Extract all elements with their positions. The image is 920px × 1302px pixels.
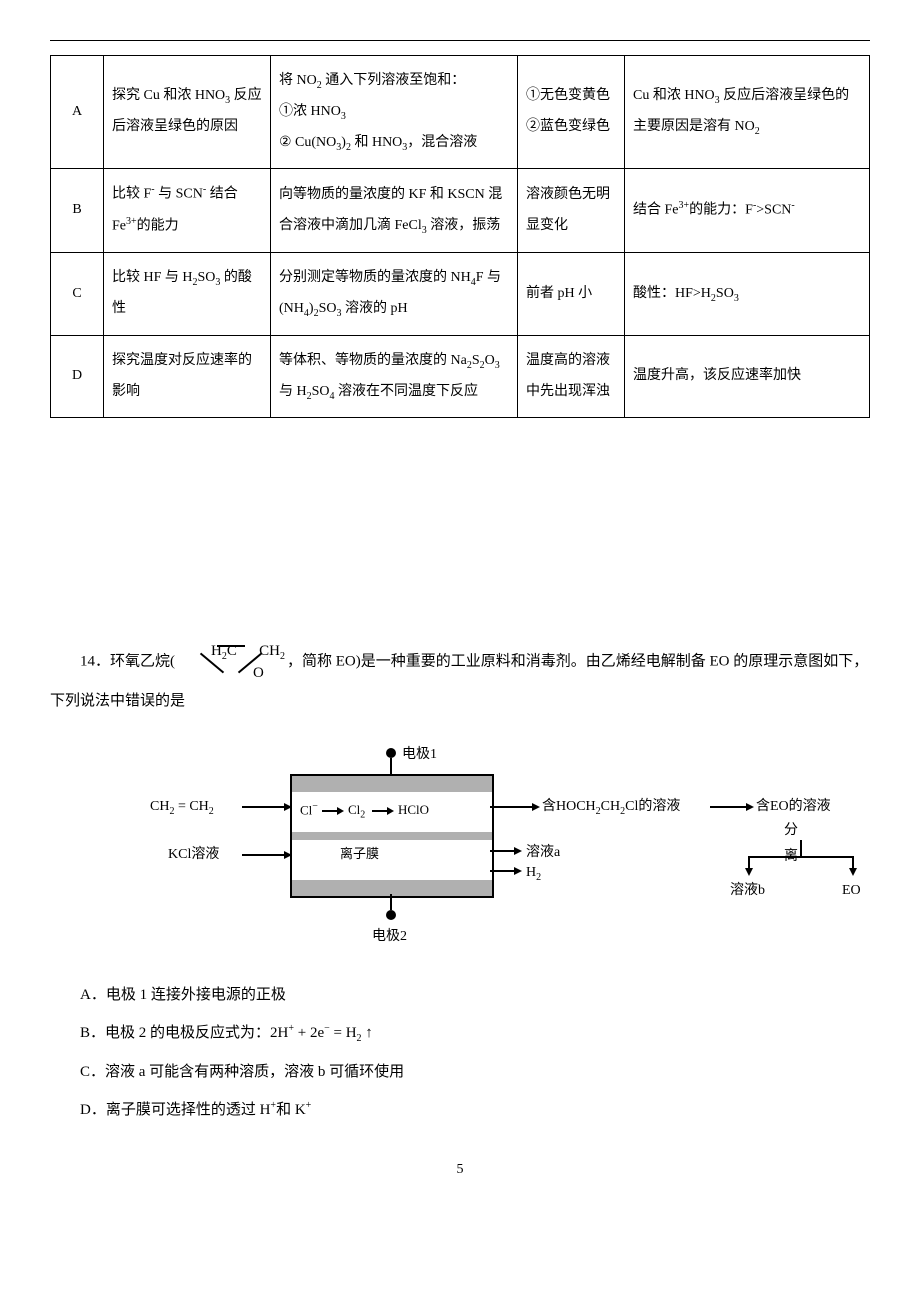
arrow-icon [490,870,520,872]
q14-stem-prefix: 环氧乙烷( [110,654,175,670]
arrow-down-icon [748,856,750,874]
option-a: A．电极 1 连接外接电源的正极 [50,976,870,1014]
row-label: C [51,253,104,336]
separate-label: 分离 [784,818,798,868]
option-c: C．溶液 a 可能含有两种溶质，溶液 b 可循环使用 [50,1053,870,1091]
arrow-icon [322,810,342,812]
electrode2-lead [390,894,392,910]
cell-box [290,774,494,898]
row-conclusion: 结合 Fe3+的能力：F->SCN- [625,169,870,253]
header-rule [50,40,870,41]
question-14: 14．环氧乙烷( H2C CH2 O ，简称 EO)是一种重要的工业原料和消毒剂… [50,638,870,1129]
electrode1-lead [390,758,392,774]
eo-o: O [223,658,264,688]
electrode1-label: 电极1 [402,742,437,767]
row-phenomenon: ①无色变黄色②蓝色变绿色 [518,56,625,169]
split-vline [800,840,802,856]
row-operation: 等体积、等物质的量浓度的 Na2S2O3 与 H2SO4 溶液在不同温度下反应 [271,335,518,418]
row-phenomenon: 温度高的溶液中先出现浑浊 [518,335,625,418]
arrow-down-icon [852,856,854,874]
cell-top-band [292,776,492,792]
arrow-icon [710,806,752,808]
row-label: D [51,335,104,418]
arrow-icon [372,810,392,812]
row-label: B [51,169,104,253]
experiments-table: A探究 Cu 和浓 HNO3 反应后溶液呈绿色的原因将 NO2 通入下列溶液至饱… [50,55,870,418]
electrode2-label: 电极2 [372,924,407,949]
eo-label: EO [842,878,861,903]
table-row: B比较 F- 与 SCN- 结合 Fe3+的能力向等物质的量浓度的 KF 和 K… [51,169,870,253]
cl-minus-label: Cl− [300,798,318,822]
arrow-icon [490,850,520,852]
table-row: C比较 HF 与 H2SO3 的酸性分别测定等物质的量浓度的 NH4F 与 (N… [51,253,870,336]
row-operation: 向等物质的量浓度的 KF 和 KSCN 混合溶液中滴加几滴 FeCl3 溶液，振… [271,169,518,253]
row-label: A [51,56,104,169]
arrow-icon [242,806,290,808]
table-body: A探究 Cu 和浓 HNO3 反应后溶液呈绿色的原因将 NO2 通入下列溶液至饱… [51,56,870,418]
input-ethylene-label: CH2 = CH2 [150,794,214,821]
row-phenomenon: 前者 pH 小 [518,253,625,336]
cell-membrane-band [292,832,492,840]
hclo-label: HClO [398,798,429,821]
eo-bond-top [217,645,245,647]
membrane-label: 离子膜 [340,842,379,865]
page-number: 5 [50,1157,870,1182]
table-row: A探究 Cu 和浓 HNO3 反应后溶液呈绿色的原因将 NO2 通入下列溶液至饱… [51,56,870,169]
arrow-icon [242,854,290,856]
row-purpose: 探究温度对反应速率的影响 [104,335,271,418]
row-purpose: 探究 Cu 和浓 HNO3 反应后溶液呈绿色的原因 [104,56,271,169]
row-phenomenon: 溶液颜色无明显变化 [518,169,625,253]
q14-number: 14． [80,654,110,670]
electrode1-dot-icon [386,748,396,758]
eo-structure-icon: H2C CH2 O [175,638,285,686]
row-conclusion: 温度升高，该反应速率加快 [625,335,870,418]
electrolysis-diagram: 电极1 CH2 = CH2 KCl溶液 Cl− Cl2 HClO 离子膜 含HO… [150,734,770,964]
solution-b-label: 溶液b [730,878,765,903]
split-hline [748,856,854,858]
page: A探究 Cu 和浓 HNO3 反应后溶液呈绿色的原因将 NO2 通入下列溶液至饱… [0,0,920,1213]
cell-bottom-band [292,880,492,896]
input-kcl-label: KCl溶液 [168,842,219,867]
electrode2-dot-icon [386,910,396,920]
q14-stem: 14．环氧乙烷( H2C CH2 O ，简称 EO)是一种重要的工业原料和消毒剂… [50,638,870,716]
row-conclusion: 酸性：HF>H2SO3 [625,253,870,336]
option-d: D．离子膜可选择性的透过 H+和 K+ [50,1091,870,1129]
row-purpose: 比较 F- 与 SCN- 结合 Fe3+的能力 [104,169,271,253]
cl2-label: Cl2 [348,798,365,825]
row-operation: 分别测定等物质的量浓度的 NH4F 与 (NH4)2SO3 溶液的 pH [271,253,518,336]
table-row: D探究温度对反应速率的影响等体积、等物质的量浓度的 Na2S2O3 与 H2SO… [51,335,870,418]
row-operation: 将 NO2 通入下列溶液至饱和：①浓 HNO3② Cu(NO3)2 和 HNO3… [271,56,518,169]
q14-options: A．电极 1 连接外接电源的正极 B．电极 2 的电极反应式为：2H+ + 2e… [50,976,870,1129]
arrow-icon [490,806,538,808]
row-conclusion: Cu 和浓 HNO3 反应后溶液呈绿色的主要原因是溶有 NO2 [625,56,870,169]
row-purpose: 比较 HF 与 H2SO3 的酸性 [104,253,271,336]
option-b: B．电极 2 的电极反应式为：2H+ + 2e− = H2 ↑ [50,1014,870,1053]
out-h2-label: H2 [526,860,541,887]
out-hoch-label: 含HOCH2CH2Cl的溶液 [542,794,680,821]
eo-solution-label: 含EO的溶液 [756,794,831,819]
